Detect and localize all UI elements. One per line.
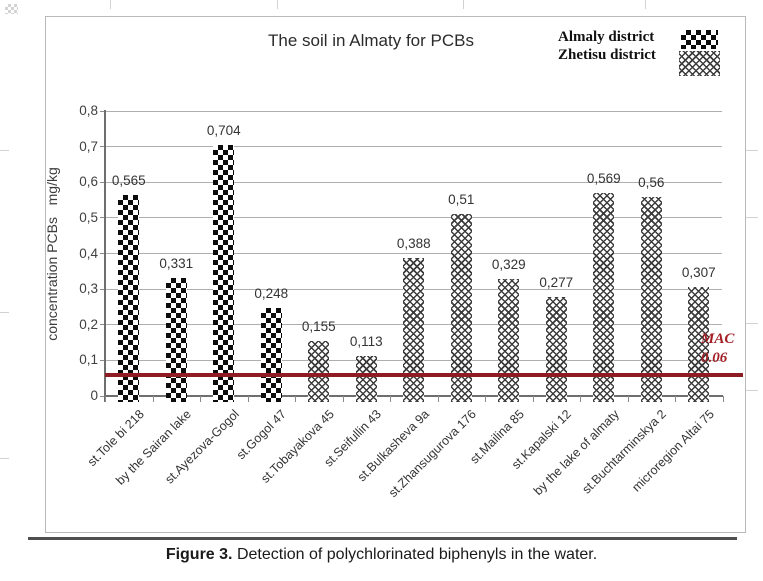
ruler-tick: [110, 0, 111, 9]
corner-checker-mark: [5, 4, 18, 14]
ruler-tick: [0, 150, 9, 151]
y-tick-label: 0,6: [79, 174, 98, 190]
y-tick-label: 0,4: [79, 245, 98, 261]
gridline: [105, 253, 722, 254]
bar-value-label: 0,51: [448, 192, 475, 208]
x-axis-tick: [580, 396, 581, 402]
x-axis-tick: [152, 396, 154, 402]
bar: [165, 278, 187, 402]
bar-value-label: 0,704: [206, 123, 241, 139]
y-axis-tick: [100, 181, 105, 183]
y-axis-tick: [100, 146, 105, 148]
bar-value-label: 0,307: [681, 264, 716, 280]
bar: [213, 145, 235, 402]
y-axis-tick: [100, 359, 105, 361]
bar: [260, 307, 282, 402]
bar-value-label: 0,331: [159, 256, 194, 272]
y-axis-tick: [100, 110, 105, 112]
bar: [593, 193, 615, 402]
x-axis-tick: [437, 396, 439, 402]
y-axis-tick: [100, 395, 105, 397]
y-axis-line: [104, 110, 106, 402]
figure-caption: Figure 3. Detection of polychlorinated b…: [0, 546, 763, 564]
ruler-tick: [463, 0, 464, 9]
y-axis-tick: [100, 288, 105, 290]
x-axis-tick: [390, 396, 391, 402]
ruler-tick: [746, 323, 758, 324]
bar: [308, 340, 330, 402]
figure-caption-number: Figure 3.: [165, 546, 233, 563]
legend-swatch-zhetisu-icon: [679, 51, 720, 76]
y-tick-label: 0,1: [79, 352, 98, 368]
x-axis-tick: [485, 396, 486, 402]
x-axis-tick: [675, 396, 676, 402]
ruler-tick: [645, 0, 646, 9]
bar-value-label: 0,248: [254, 285, 289, 301]
bar: [498, 278, 520, 402]
gridline: [105, 181, 722, 183]
x-axis-tick: [247, 396, 249, 402]
y-axis-tick: [100, 217, 105, 219]
x-axis-tick: [295, 396, 296, 402]
bar-value-label: 0,155: [301, 318, 336, 334]
y-tick-label: 0,8: [79, 103, 98, 118]
x-axis-tick: [722, 396, 724, 402]
legend-label-zhetisu: Zhetisu district: [558, 47, 656, 63]
y-tick-label: 0,2: [79, 316, 98, 332]
legend-swatch-almaly-icon: [681, 30, 718, 49]
figure-border: [45, 16, 746, 533]
bar: [450, 214, 472, 402]
gridline: [105, 110, 722, 112]
bar-value-label: 0,329: [491, 256, 526, 272]
ruler-tick: [0, 458, 9, 459]
x-axis-tick: [627, 396, 629, 402]
bar: [118, 194, 140, 402]
y-axis-tick: [100, 324, 105, 326]
bar-value-label: 0,388: [396, 235, 431, 251]
y-tick-label: 0,7: [79, 138, 98, 154]
bar-value-label: 0,569: [586, 171, 621, 187]
chart-title: The soil in Almaty for PCBs: [268, 31, 474, 50]
bar-value-label: 0,113: [349, 333, 383, 349]
gridline: [105, 146, 722, 148]
legend-label-almaly: Almaly district: [558, 29, 655, 45]
mac-reference-label-line2: 0.06: [701, 350, 728, 366]
gridline: [105, 217, 722, 219]
bar: [403, 257, 425, 402]
bar-value-label: 0,56: [638, 174, 665, 190]
mac-reference-label-line1: MAC: [701, 331, 735, 347]
y-axis-tick: [100, 253, 105, 254]
ruler-tick: [746, 390, 758, 391]
y-tick-label: 0,3: [79, 281, 98, 297]
figure-caption-text: Detection of polychlorinated biphenyls i…: [236, 546, 598, 563]
bar-value-label: 0,565: [111, 172, 146, 188]
bar: [640, 196, 662, 402]
x-axis-tick: [200, 396, 201, 402]
ruler-tick: [746, 150, 758, 151]
x-axis-tick: [342, 396, 344, 402]
caption-divider: [28, 537, 737, 540]
ruler-tick: [746, 217, 758, 218]
ruler-tick: [277, 0, 278, 9]
bar-value-label: 0,277: [539, 275, 574, 291]
mac-reference-line: [105, 372, 743, 377]
x-axis-tick: [532, 396, 534, 402]
y-tick-label: 0,5: [79, 209, 98, 225]
x-axis-tick: [105, 396, 106, 402]
bar: [355, 355, 377, 402]
ruler-tick: [0, 312, 9, 313]
bar: [545, 297, 567, 402]
y-tick-label: 0: [90, 388, 98, 403]
